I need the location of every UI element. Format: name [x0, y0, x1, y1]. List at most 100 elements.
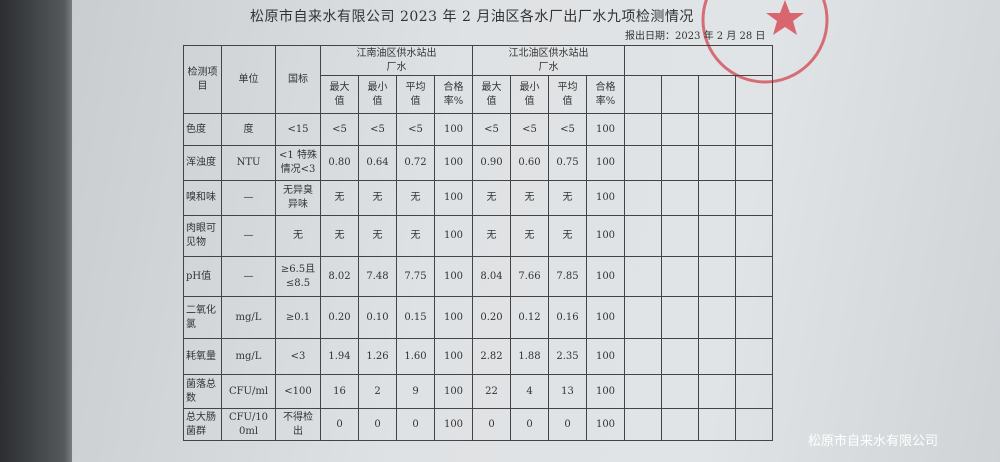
- unit-label: mg/L: [235, 350, 262, 362]
- subheader-label: 合格率%: [443, 81, 464, 107]
- unit-cell: CFU/ml: [221, 374, 276, 409]
- empty-cell: [735, 408, 773, 441]
- value-cell: 100: [434, 180, 473, 216]
- value-cell: 0.64: [358, 145, 397, 181]
- value-cell: 0.16: [548, 296, 587, 339]
- value-cell: <5: [396, 113, 435, 146]
- value-cell: 无: [472, 180, 511, 216]
- value-cell: 0: [320, 408, 359, 441]
- value-cell: 无: [396, 180, 435, 216]
- empty-cell: [698, 180, 736, 216]
- table-row: 总大肠菌群 CFU/100ml 不得检出 0 0 0 100 0 0 0 100: [183, 408, 773, 441]
- subheader-label: 最大值: [329, 81, 350, 107]
- header-standard: 国标: [275, 45, 321, 114]
- empty-cell: [624, 75, 662, 114]
- standard-label: ≥0.1: [285, 311, 311, 323]
- item-label: 总大肠菌群: [186, 411, 216, 437]
- empty-cell: [624, 296, 662, 339]
- table-row: 浑浊度 NTU <1 特殊情况<3 0.80 0.64 0.72 100 0.90 0.60 0.…: [183, 145, 773, 181]
- value-cell: 无: [548, 180, 587, 216]
- item-label: 菌落总数: [186, 378, 216, 404]
- item-cell: 总大肠菌群: [183, 408, 222, 441]
- subheader-label: 最小值: [519, 81, 540, 107]
- empty-cell: [624, 180, 662, 216]
- item-label: 浑浊度: [186, 157, 216, 168]
- standard-cell: 无异臭异味: [275, 180, 321, 216]
- value-cell: 无: [358, 215, 397, 257]
- empty-cell: [735, 180, 773, 216]
- value-cell: 100: [586, 256, 625, 297]
- value-cell: 100: [434, 296, 473, 339]
- empty-cell: [735, 338, 773, 375]
- value-cell: 100: [434, 374, 473, 409]
- subheader: 最大值: [472, 75, 511, 114]
- value-cell: 1.94: [320, 338, 359, 375]
- standard-cell: ≥0.1: [275, 296, 321, 339]
- group-label: 江北油区供水站出厂水: [508, 47, 589, 73]
- empty-cell: [624, 338, 662, 375]
- empty-cell: [661, 113, 699, 146]
- item-cell: 菌落总数: [183, 374, 222, 409]
- standard-label: <15: [287, 123, 309, 135]
- value-cell: 100: [586, 296, 625, 339]
- unit-cell: —: [221, 215, 276, 257]
- value-cell: 无: [510, 180, 549, 216]
- table-row: 菌落总数 CFU/ml <100 16 2 9 100 22 4 13 100: [183, 374, 773, 409]
- standard-cell: ≥6.5且≤8.5: [275, 256, 321, 297]
- subheader-label: 最小值: [367, 81, 388, 107]
- empty-cell: [661, 408, 699, 441]
- standard-label: ≥6.5且≤8.5: [280, 263, 316, 289]
- item-label: 肉眼可见物: [186, 223, 216, 248]
- empty-cell: [698, 215, 736, 257]
- header-item: 检测项目: [183, 45, 222, 114]
- unit-cell: 度: [221, 113, 276, 146]
- value-cell: 0.60: [510, 145, 549, 181]
- subheader-label: 平均值: [557, 81, 578, 107]
- value-cell: <5: [358, 113, 397, 146]
- empty-cell: [735, 215, 773, 257]
- value-cell: <5: [548, 113, 587, 146]
- empty-cell: [735, 296, 773, 339]
- value-cell: 9: [396, 374, 435, 409]
- value-cell: 无: [472, 215, 511, 257]
- unit-cell: NTU: [221, 145, 276, 181]
- standard-label: <100: [284, 385, 312, 397]
- value-cell: 100: [586, 145, 625, 181]
- value-cell: 13: [548, 374, 587, 409]
- value-cell: 0: [472, 408, 511, 441]
- item-label: pH值: [186, 270, 212, 282]
- subheader: 合格率%: [586, 75, 625, 114]
- empty-cell: [661, 75, 699, 114]
- empty-cell: [735, 374, 773, 409]
- document-title: 松原市自来水有限公司 2023 年 2 月油区各水厂出厂水九项检测情况: [250, 9, 694, 25]
- value-cell: 0.12: [510, 296, 549, 339]
- header-empty: [624, 45, 773, 76]
- standard-cell: 无: [275, 215, 321, 257]
- value-cell: 0.15: [396, 296, 435, 339]
- item-label: 耗氧量: [186, 350, 216, 362]
- empty-cell: [661, 145, 699, 181]
- standard-cell: <15: [275, 113, 321, 146]
- unit-cell: —: [221, 256, 276, 297]
- unit-cell: mg/L: [221, 296, 276, 339]
- value-cell: <5: [510, 113, 549, 146]
- value-cell: 100: [586, 215, 625, 257]
- empty-cell: [735, 145, 773, 181]
- value-cell: 0.20: [320, 296, 359, 339]
- empty-cell: [698, 408, 736, 441]
- value-cell: 无: [358, 180, 397, 216]
- value-cell: 2.82: [472, 338, 511, 375]
- value-cell: 无: [320, 215, 359, 257]
- value-cell: 100: [434, 408, 473, 441]
- water-quality-table: 检测项目 单位 国标 江南油区供水站出厂水 江北油区供水站出厂水 最大值 最小值平…: [183, 45, 773, 441]
- value-cell: 100: [586, 374, 625, 409]
- subheader: 平均值: [396, 75, 435, 114]
- empty-cell: [735, 75, 773, 114]
- value-cell: 0.90: [472, 145, 511, 181]
- empty-cell: [698, 338, 736, 375]
- value-cell: 2: [358, 374, 397, 409]
- value-cell: 7.48: [358, 256, 397, 297]
- unit-label: —: [243, 192, 254, 203]
- value-cell: 2.35: [548, 338, 587, 375]
- empty-cell: [698, 256, 736, 297]
